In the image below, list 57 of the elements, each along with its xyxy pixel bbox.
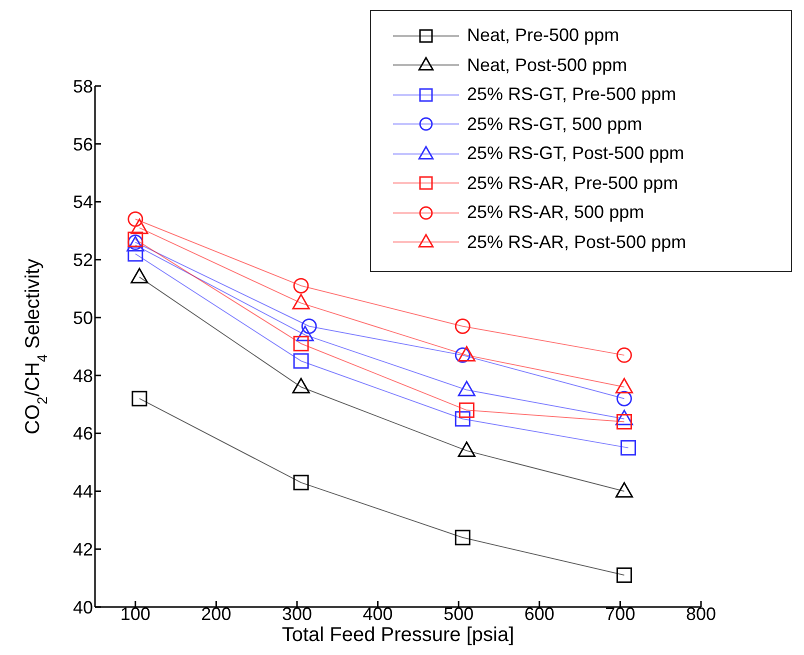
y-tick-label: 58	[72, 76, 93, 96]
point	[616, 567, 632, 583]
point	[458, 402, 474, 418]
x-tick-label: 500	[444, 604, 474, 624]
point	[615, 378, 634, 394]
legend-label: Neat, Post-500 ppm	[467, 54, 628, 76]
point	[616, 390, 632, 406]
point	[615, 482, 634, 498]
point	[454, 318, 470, 334]
y-tick-label: 54	[72, 192, 93, 212]
point	[130, 218, 148, 234]
point	[615, 410, 634, 426]
y-tick-label: 48	[72, 366, 93, 386]
y-tick-label: 42	[72, 540, 93, 560]
x-tick-label: 400	[362, 604, 393, 624]
point	[293, 474, 309, 490]
x-tick-label: 600	[524, 604, 554, 624]
point	[293, 278, 309, 294]
y-tick-label: 56	[72, 134, 93, 154]
y-tick-label: 40	[72, 597, 93, 618]
legend-label: 25% RS-GT, Pre-500 ppm	[467, 84, 676, 106]
y-tick-label: 46	[72, 424, 93, 444]
x-tick-label: 300	[282, 604, 312, 624]
point	[454, 411, 470, 427]
point	[616, 414, 632, 430]
legend-label: 25% RS-GT, Post-500 ppm	[467, 143, 684, 164]
point	[128, 246, 144, 262]
point	[458, 346, 476, 362]
point	[454, 530, 470, 546]
legend-label: 25% RS-AR, Post-500 ppm	[467, 232, 686, 253]
y-tick-label: 50	[72, 308, 93, 328]
point	[616, 347, 632, 363]
x-tick-label: 800	[686, 604, 716, 624]
point	[620, 440, 636, 456]
point	[296, 326, 314, 342]
point	[458, 442, 476, 458]
legend-label: 25% RS-AR, Pre-500 ppm	[467, 172, 678, 194]
point	[301, 318, 317, 334]
x-tick-label: 100	[120, 604, 150, 624]
legend-label: Neat, Pre-500 ppm	[467, 25, 620, 46]
point	[454, 347, 470, 363]
legend-label: 25% RS-AR, 500 ppm	[467, 202, 644, 224]
point	[128, 232, 144, 248]
x-tick-label: 200	[201, 604, 232, 624]
legend-label: 25% RS-GT, 500 ppm	[467, 114, 642, 135]
y-tick-label: 44	[72, 482, 93, 502]
point	[458, 380, 476, 396]
point	[128, 211, 144, 227]
y-tick-label: 52	[72, 250, 93, 270]
point	[293, 353, 309, 369]
point	[293, 336, 309, 352]
x-tick-label: 700	[605, 604, 636, 624]
point	[292, 378, 310, 394]
point	[132, 390, 148, 406]
point	[292, 294, 310, 310]
x-axis-title: Total Feed Pressure [psia]	[282, 624, 514, 646]
point	[130, 268, 148, 284]
